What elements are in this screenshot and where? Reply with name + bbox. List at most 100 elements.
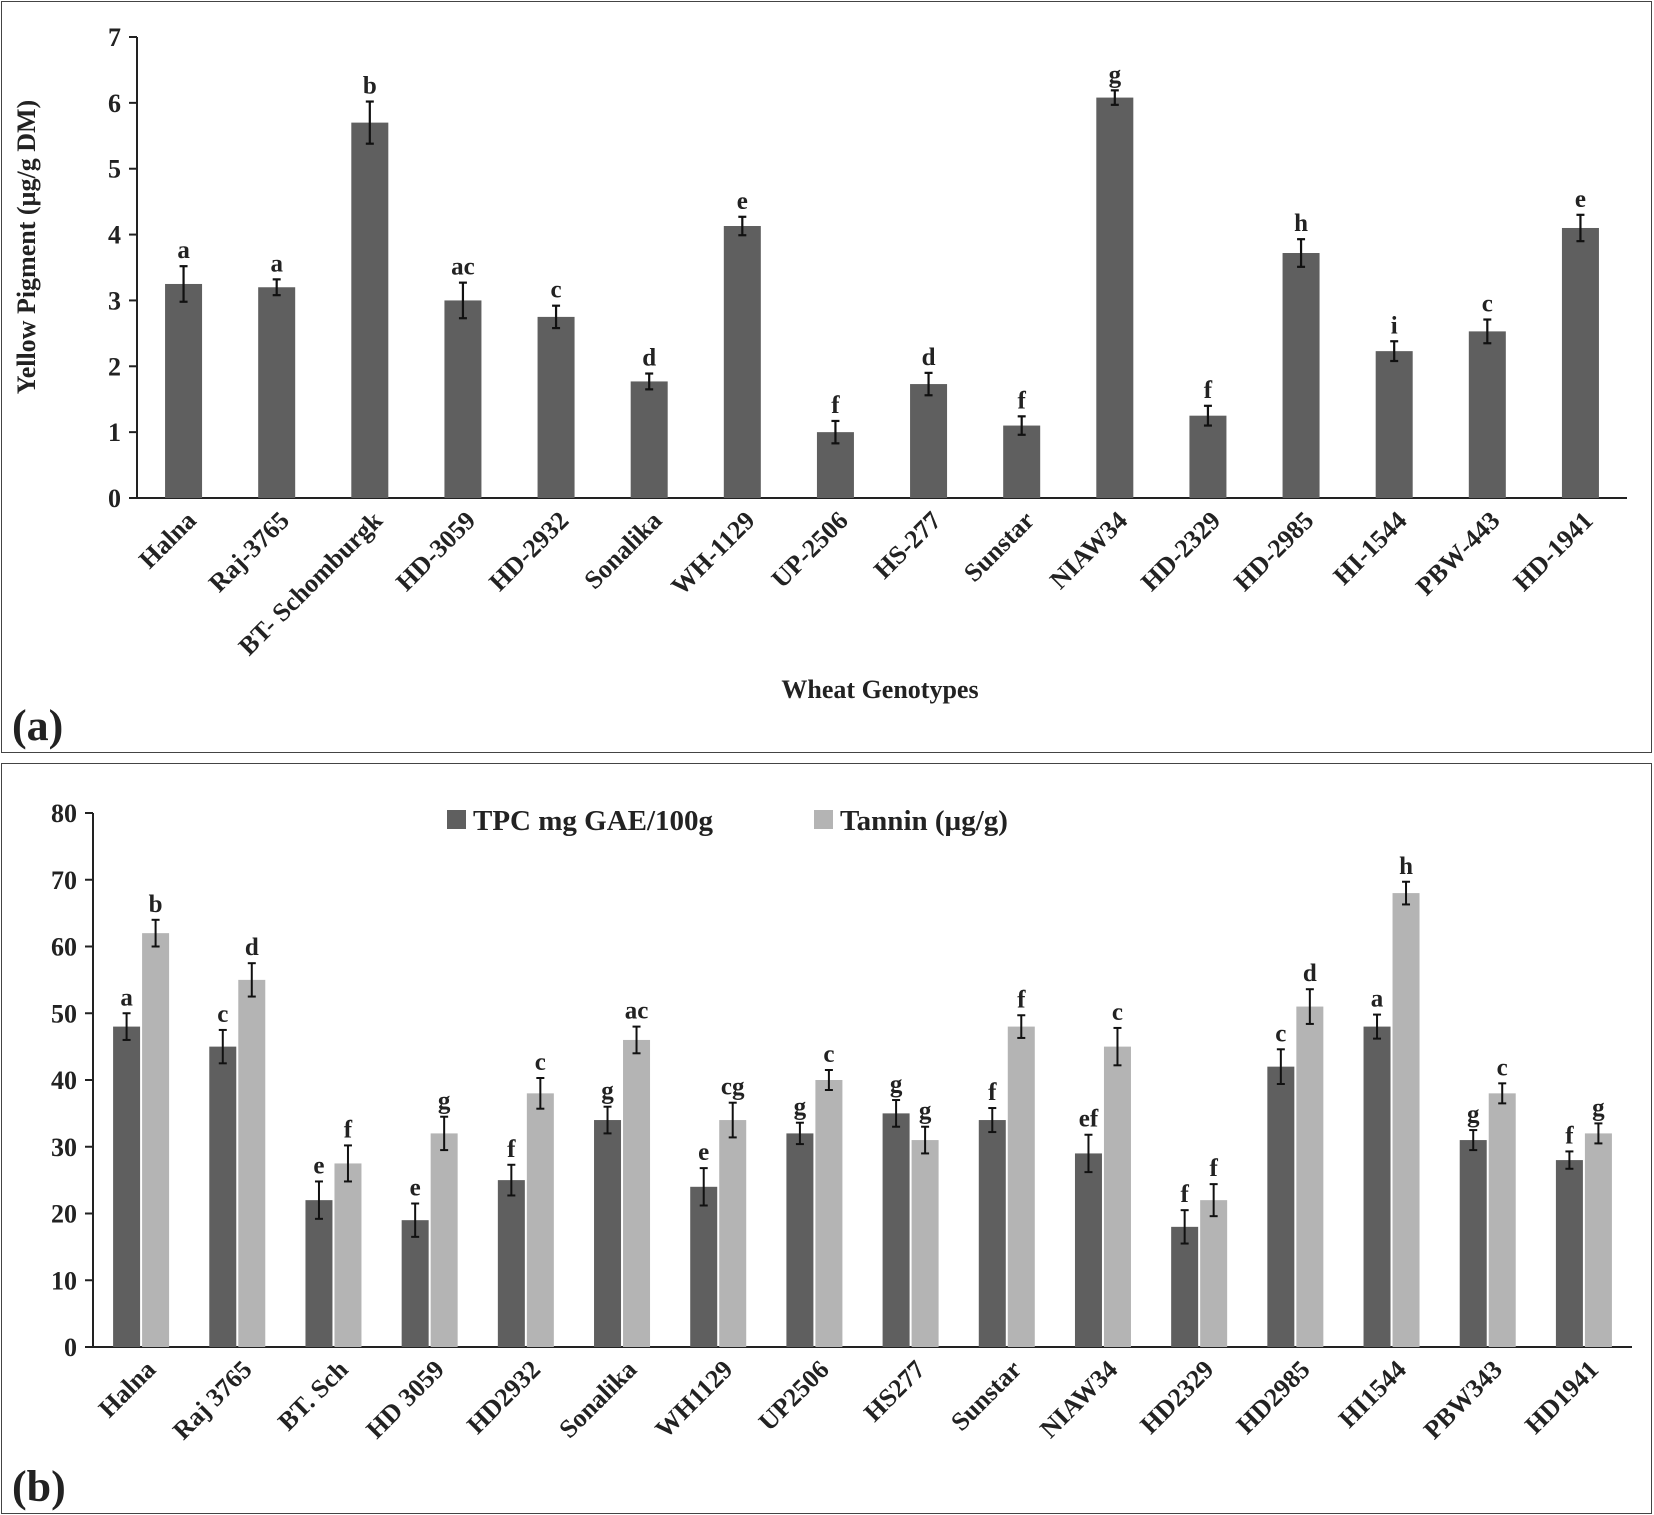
- y-tick-label: 1: [108, 418, 121, 447]
- y-tick-label: 0: [108, 484, 121, 513]
- bar-hs-277: [910, 384, 948, 498]
- significance-letter: d: [1303, 960, 1317, 987]
- significance-letter: d: [642, 345, 656, 372]
- significance-letter: i: [1391, 312, 1398, 339]
- significance-letter: a: [270, 250, 283, 277]
- significance-letter: f: [1017, 986, 1026, 1013]
- bar-tannin-hd2985: [1296, 1006, 1324, 1347]
- chart-panel-a: a a b ac c d e f d f g f h i c e 0 1 2 3 4 5 6 7 Halna Raj-3765…: [1, 1, 1652, 753]
- x-tick-label-hd-2985: HD-2985: [1228, 506, 1319, 597]
- error-bar-tannin-sonalika: [632, 1025, 641, 1055]
- significance-letter: g: [794, 1094, 807, 1121]
- error-bar-sunstar: [1017, 415, 1026, 436]
- error-bar-hd-2329: [1203, 404, 1212, 427]
- error-bar-tpc-hd1941: [1565, 1150, 1574, 1170]
- significance-letter: f: [1204, 377, 1213, 404]
- x-tick-label-hd1941: HD1941: [1519, 1355, 1604, 1440]
- significance-letter: ac: [625, 998, 649, 1025]
- significance-letter: f: [1018, 387, 1027, 414]
- y-tick-label: 60: [51, 933, 77, 962]
- x-tick-label-hd2932: HD2932: [461, 1355, 546, 1440]
- y-tick-label: 20: [51, 1200, 77, 1229]
- y-tick-label: 30: [51, 1133, 77, 1162]
- error-bar-sonalika: [645, 372, 654, 391]
- significance-letter: h: [1294, 210, 1308, 237]
- error-bar-hd-2985: [1297, 238, 1306, 268]
- bar-tannin-pbw343: [1488, 1093, 1516, 1347]
- y-tick-label: 4: [108, 221, 121, 250]
- significance-letter: c: [1482, 291, 1493, 318]
- bar-tannin-raj-3765: [238, 979, 266, 1347]
- y-tick-label: 70: [51, 866, 77, 895]
- bar-hd-2932: [537, 316, 575, 498]
- bar-wh-1129: [723, 226, 761, 498]
- significance-letter: g: [890, 1071, 903, 1098]
- bar-tpc-wh1129: [690, 1186, 718, 1347]
- bar-niaw34: [1096, 97, 1134, 499]
- error-bar-tpc-hd2932: [507, 1163, 516, 1197]
- significance-letter: d: [922, 344, 936, 371]
- error-bar-hs-277: [924, 371, 933, 397]
- bar-hd-2985: [1282, 253, 1320, 498]
- legend-label-tannin: Tannin (µg/g): [840, 805, 1008, 837]
- bar-tannin-hd2329: [1200, 1200, 1228, 1347]
- significance-letter: c: [535, 1049, 546, 1076]
- yellow-pigment-chart: a a b ac c d e f d f g f h i c e 0 1 2 3 4 5 6 7 Halna Raj-3765…: [12, 23, 1627, 750]
- bar-hi-1544: [1375, 351, 1413, 498]
- bar-tpc-hd2985: [1267, 1066, 1295, 1347]
- bar-tannin-sunstar: [1007, 1026, 1035, 1347]
- significance-letter: ef: [1079, 1106, 1099, 1133]
- bar-tpc-bt-sch: [305, 1200, 333, 1347]
- y-tick-label: 0: [64, 1333, 77, 1362]
- significance-letter: ac: [451, 254, 475, 281]
- x-tick-label-hd2985: HD2985: [1231, 1355, 1316, 1440]
- y-tick-label: 10: [51, 1266, 77, 1295]
- significance-letter: c: [217, 1001, 228, 1028]
- y-tick-label: 3: [108, 286, 121, 315]
- error-bar-tpc-hd-3059: [411, 1202, 420, 1238]
- bar-tannin-up2506: [815, 1080, 843, 1347]
- x-tick-label-bt-sch: BT. Sch: [272, 1354, 354, 1436]
- significance-letter: h: [1399, 853, 1413, 880]
- significance-letter: a: [177, 237, 190, 264]
- significance-letter: d: [245, 934, 259, 961]
- bar-tannin-niaw34: [1103, 1046, 1131, 1347]
- x-tick-label-hd-2329: HD-2329: [1135, 506, 1226, 597]
- x-tick-label-niaw34: NIAW34: [1044, 506, 1133, 595]
- error-bar-tannin-raj-3765: [247, 962, 256, 998]
- significance-letter: f: [988, 1079, 997, 1106]
- bar-sunstar: [1003, 425, 1041, 498]
- x-tick-label-hd-3059: HD-3059: [390, 506, 481, 597]
- y-tick-label: 40: [51, 1066, 77, 1095]
- y-tick-label: 5: [108, 155, 121, 184]
- bar-tpc-hd2932: [497, 1180, 525, 1347]
- x-tick-label-hd2329: HD2329: [1135, 1355, 1220, 1440]
- error-bar-hd-2932: [552, 304, 561, 330]
- bar-tannin-bt-sch: [334, 1163, 362, 1347]
- bar-tpc-hs277: [882, 1113, 910, 1347]
- error-bar-tpc-sonalika: [603, 1105, 612, 1135]
- bar-tpc-hd-3059: [401, 1220, 429, 1347]
- error-bar-tannin-hd-3059: [440, 1115, 449, 1152]
- x-tick-label-hi1544: HI1544: [1333, 1355, 1412, 1434]
- significance-letter: c: [1497, 1054, 1508, 1081]
- significance-letter: a: [1371, 986, 1384, 1013]
- y-tick-label: 6: [108, 89, 121, 118]
- bar-halna: [165, 283, 203, 498]
- x-tick-label-raj-3765: Raj-3765: [203, 506, 295, 598]
- error-bar-raj-3765: [272, 278, 281, 297]
- x-tick-label-wh1129: WH1129: [650, 1355, 739, 1444]
- error-bar-tannin-hd1941: [1594, 1122, 1603, 1145]
- bar-tannin-hd2932: [526, 1093, 554, 1347]
- significance-letter: b: [363, 73, 377, 100]
- bar-tannin-halna: [142, 933, 170, 1347]
- x-tick-label-halna: Halna: [133, 506, 202, 575]
- error-bar-pbw-443: [1483, 318, 1492, 345]
- x-tick-label-wh-1129: WH-1129: [665, 506, 760, 601]
- significance-letter: f: [344, 1116, 353, 1143]
- bar-hd-3059: [444, 300, 482, 498]
- error-bar-hd-3059: [458, 281, 467, 320]
- significance-letter: f: [831, 392, 840, 419]
- x-tick-label-sonalika: Sonalika: [578, 506, 667, 595]
- bar-hd-1941: [1561, 227, 1599, 498]
